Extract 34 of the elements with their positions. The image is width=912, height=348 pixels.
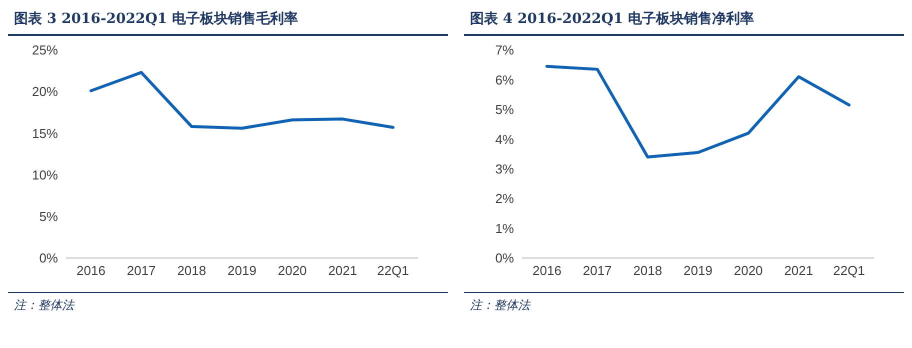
y-tick-label: 1% [495, 220, 514, 236]
x-tick-label: 2018 [177, 263, 206, 278]
chart-title: 图表 3 2016-2022Q1 电子板块销售毛利率 [8, 0, 448, 36]
y-tick-label: 20% [32, 84, 58, 100]
y-tick-label: 0% [495, 250, 514, 266]
x-tick-label: 2019 [684, 263, 712, 278]
x-tick-label: 2021 [328, 263, 358, 278]
x-tick-label: 2020 [278, 263, 307, 278]
text: 注：整体法 [14, 298, 74, 312]
x-tick-label: 2016 [532, 263, 562, 278]
text: 注：整体法 [470, 298, 530, 312]
y-tick-label: 7% [495, 42, 514, 58]
x-tick-label: 2016 [76, 263, 106, 278]
y-tick-label: 15% [32, 126, 58, 141]
x-tick-label: 22Q1 [833, 263, 865, 278]
y-tick-label: 0% [39, 250, 58, 266]
y-tick-label: 5% [495, 102, 514, 118]
y-tick-label: 4% [495, 132, 514, 147]
y-tick-label: 10% [32, 167, 58, 182]
x-tick-label: 2017 [126, 263, 156, 278]
line-series [546, 64, 850, 158]
chart-title: 图表 4 2016-2022Q1 电子板块销售净利率 [464, 0, 904, 36]
x-tick-label: 2017 [582, 263, 612, 278]
x-tick-label: 22Q1 [377, 263, 409, 278]
x-tick-label: 2021 [784, 263, 814, 278]
line-series [90, 70, 394, 130]
y-tick-label: 2% [495, 191, 514, 206]
x-tick-label: 2020 [734, 263, 763, 278]
y-tick-label: 6% [495, 72, 514, 88]
y-tick-label: 3% [495, 161, 514, 176]
y-tick-label: 5% [39, 209, 58, 224]
x-tick-label: 2018 [633, 263, 662, 278]
y-tick-label: 25% [32, 42, 58, 58]
x-tick-label: 2019 [228, 263, 256, 278]
